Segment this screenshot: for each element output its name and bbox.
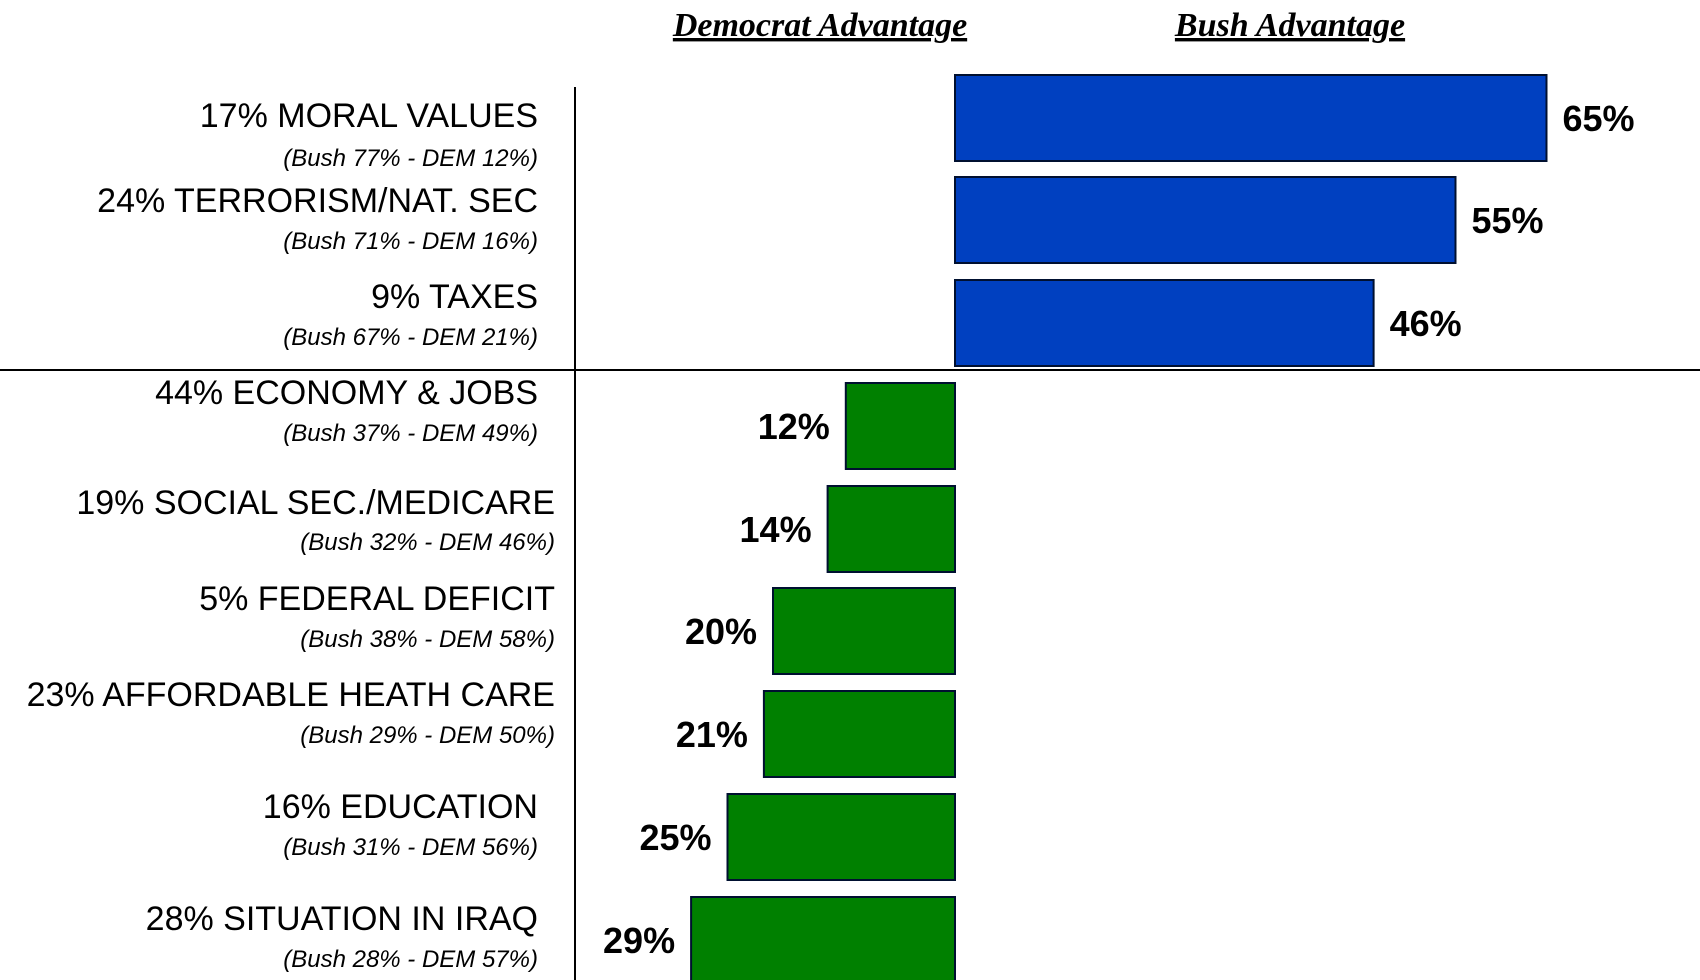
democrat-bar xyxy=(844,382,956,470)
category-sublabel: (Bush 31% - DEM 56%) xyxy=(283,834,538,861)
bush-advantage-header: Bush Advantage xyxy=(1174,7,1405,44)
democrat-advantage-header: Democrat Advantage xyxy=(672,7,967,44)
bush-bar xyxy=(954,279,1375,367)
category-label: 44% ECONOMY & JOBS xyxy=(155,374,538,412)
category-sublabel: (Bush 71% - DEM 16%) xyxy=(283,228,538,255)
category-sublabel: (Bush 38% - DEM 58%) xyxy=(300,626,555,653)
value-label: 12% xyxy=(758,406,830,447)
category-label: 24% TERRORISM/NAT. SEC xyxy=(97,182,538,220)
category-sublabel: (Bush 77% - DEM 12%) xyxy=(283,145,538,172)
democrat-bar xyxy=(772,587,956,675)
democrat-bar xyxy=(726,793,956,881)
category-sublabel: (Bush 29% - DEM 50%) xyxy=(300,722,555,749)
democrat-bar xyxy=(826,485,956,573)
chart-headers: Democrat Advantage Bush Advantage xyxy=(672,7,1405,44)
value-label: 25% xyxy=(639,817,711,858)
category-sublabel: (Bush 28% - DEM 57%) xyxy=(283,946,538,973)
chart-axes xyxy=(0,87,1700,980)
value-labels: 65% 55% 46% 12% 14% 20% 21% 25% 29% xyxy=(603,98,1635,961)
category-label: 23% AFFORDABLE HEATH CARE xyxy=(27,676,555,714)
value-label: 21% xyxy=(676,714,748,755)
category-label: 19% SOCIAL SEC./MEDICARE xyxy=(76,484,555,522)
value-label: 46% xyxy=(1390,303,1462,344)
value-label: 20% xyxy=(685,611,757,652)
category-sublabel: (Bush 67% - DEM 21%) xyxy=(283,324,538,351)
value-label: 29% xyxy=(603,920,675,961)
category-labels: 17% MORAL VALUES (Bush 77% - DEM 12%) 24% … xyxy=(27,97,555,973)
value-label: 65% xyxy=(1563,98,1635,139)
category-label: 9% TAXES xyxy=(371,278,538,316)
category-sublabel: (Bush 32% - DEM 46%) xyxy=(300,529,555,556)
value-label: 14% xyxy=(740,509,812,550)
bar-group xyxy=(690,74,1548,980)
category-label: 17% MORAL VALUES xyxy=(200,97,538,135)
bush-bar xyxy=(954,176,1457,264)
category-sublabel: (Bush 37% - DEM 49%) xyxy=(283,420,538,447)
category-label: 16% EDUCATION xyxy=(263,788,538,826)
democrat-bar xyxy=(690,896,956,980)
bush-bar xyxy=(954,74,1548,162)
category-label: 28% SITUATION IN IRAQ xyxy=(146,900,538,938)
category-label: 5% FEDERAL DEFICIT xyxy=(199,580,555,618)
value-label: 55% xyxy=(1472,200,1544,241)
democrat-bar xyxy=(762,690,957,778)
